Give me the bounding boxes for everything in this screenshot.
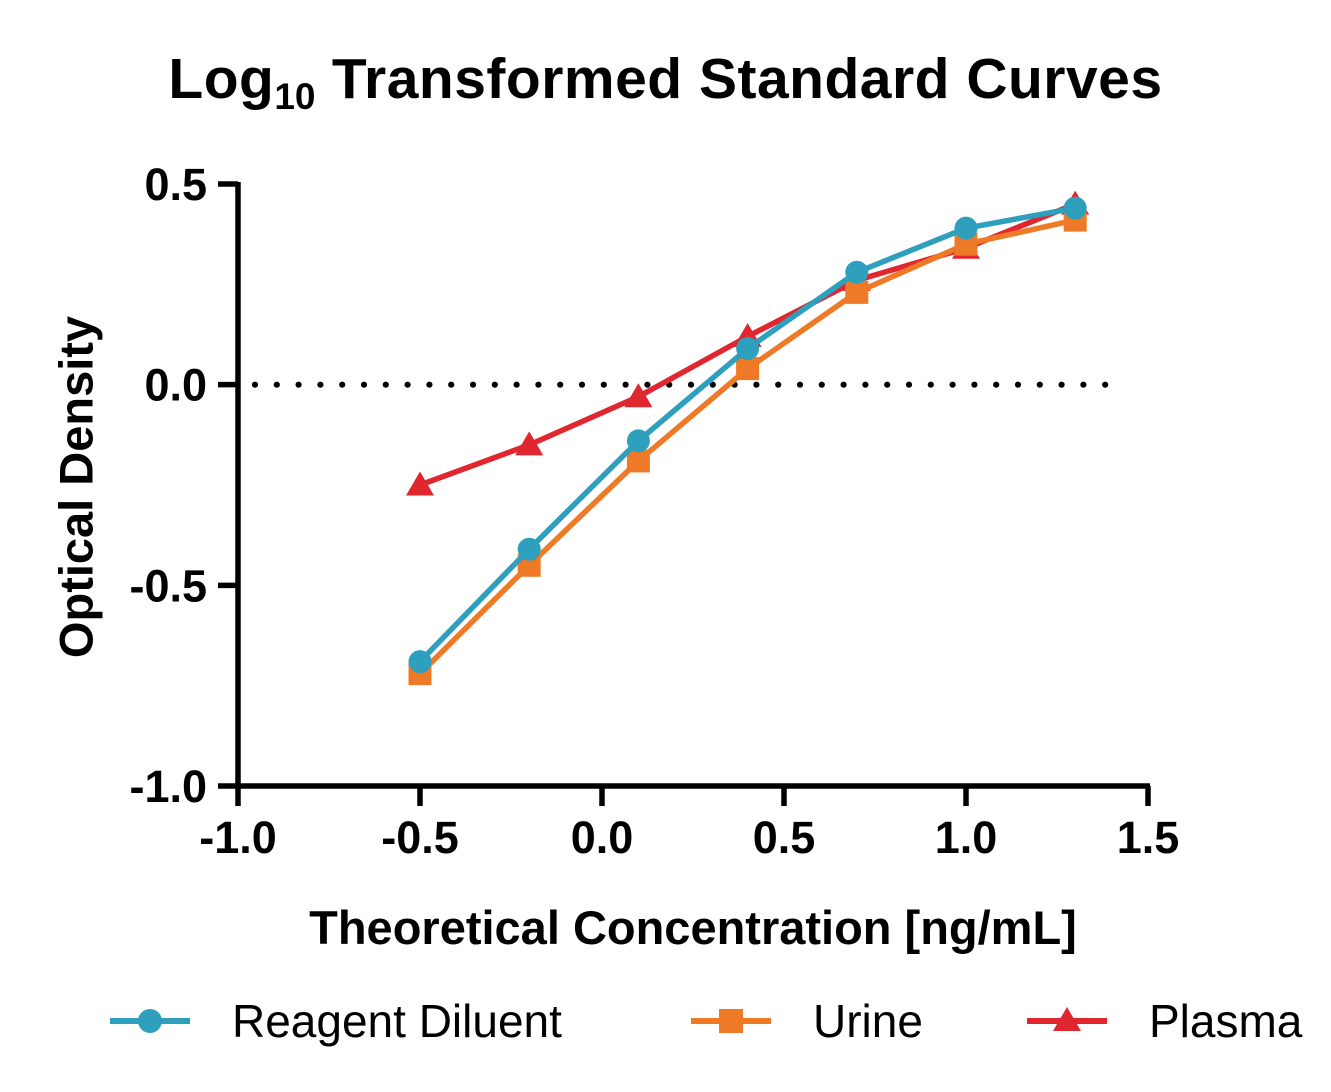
series-line-reagent-diluent bbox=[418, 205, 1076, 664]
chart-title-subscript: 10 bbox=[274, 76, 316, 117]
series-marker-plasma-0 bbox=[406, 471, 434, 496]
chart-title-suffix: Transformed Standard Curves bbox=[315, 47, 1163, 111]
series-marker-reagent-diluent-4 bbox=[845, 260, 869, 284]
x-tick-label-0: -1.0 bbox=[199, 812, 277, 863]
y-tick-label-1: 0.0 bbox=[144, 360, 207, 411]
y-tick-label-3: -1.0 bbox=[129, 761, 207, 812]
series-marker-reagent-diluent-2 bbox=[626, 429, 650, 453]
x-tick-label-3: 0.5 bbox=[753, 812, 816, 863]
series-marker-urine-3 bbox=[736, 357, 760, 381]
series-marker-reagent-diluent-0 bbox=[408, 650, 432, 674]
x-tick-label-5: 1.5 bbox=[1117, 812, 1180, 863]
x-tick-label-4: 1.0 bbox=[935, 812, 998, 863]
series-marker-urine-2 bbox=[626, 449, 650, 473]
chart-title-prefix: Log bbox=[168, 47, 275, 111]
x-tick-label-1: -0.5 bbox=[381, 812, 459, 863]
series-marker-urine-4 bbox=[845, 280, 869, 304]
series-marker-urine-5 bbox=[954, 232, 978, 256]
x-tick-label-2: 0.0 bbox=[571, 812, 634, 863]
y-tick-label-0: 0.5 bbox=[144, 159, 207, 210]
series-marker-reagent-diluent-1 bbox=[517, 537, 541, 561]
y-axis-title: Optical Density bbox=[49, 315, 103, 659]
series-marker-reagent-diluent-3 bbox=[736, 337, 760, 361]
series-marker-urine-1 bbox=[517, 553, 541, 577]
y-tick-label-2: -0.5 bbox=[129, 560, 207, 611]
series-marker-reagent-diluent-5 bbox=[954, 216, 978, 240]
series-marker-reagent-diluent-6 bbox=[1063, 196, 1087, 220]
series-marker-plasma-2 bbox=[624, 383, 653, 408]
x-axis-title: Theoretical Concentration [ng/mL] bbox=[309, 901, 1077, 954]
series-marker-plasma-1 bbox=[515, 431, 544, 456]
chart-title: Log10 Transformed Standard Curves bbox=[0, 47, 1331, 117]
